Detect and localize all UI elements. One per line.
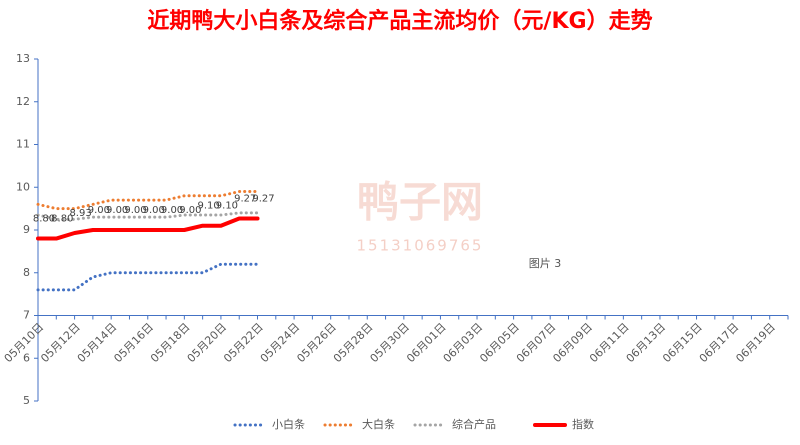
picture-label: 图片 3 xyxy=(529,257,562,270)
data-label: 9.00 xyxy=(124,205,146,216)
watermark-phone: 15131069765 xyxy=(357,237,484,255)
data-label: 9.00 xyxy=(143,205,165,216)
y-tick-label: 13 xyxy=(16,52,30,65)
data-label: 9.27 xyxy=(252,193,274,204)
data-label: 8.80 xyxy=(33,214,55,225)
y-tick-label: 11 xyxy=(16,138,30,151)
data-label: 8.93 xyxy=(69,208,91,219)
legend-label: 指数 xyxy=(572,417,594,431)
y-tick-label: 6 xyxy=(23,351,30,364)
y-tick-label: 5 xyxy=(23,394,30,407)
data-label: 9.00 xyxy=(106,205,128,216)
y-tick-label: 8 xyxy=(23,266,30,279)
data-label: 9.10 xyxy=(198,201,220,212)
y-tick-label: 10 xyxy=(16,180,30,193)
legend-label: 小白条 xyxy=(272,417,305,431)
series-line xyxy=(36,190,260,211)
data-label: 9.00 xyxy=(161,205,183,216)
series-line xyxy=(36,211,260,221)
legend-label: 大白条 xyxy=(362,417,395,431)
y-tick-label: 7 xyxy=(23,309,30,322)
data-label: 9.00 xyxy=(88,205,110,216)
series-line xyxy=(36,262,260,292)
x-tick-label: 06月19日 xyxy=(733,321,778,366)
chart-title: 近期鸭大小白条及综合产品主流均价（元/KG）走势 xyxy=(147,8,652,34)
y-tick-label: 12 xyxy=(16,95,30,108)
series-line xyxy=(36,216,260,241)
data-label: 9.10 xyxy=(216,201,238,212)
data-label: 9.27 xyxy=(234,193,256,204)
legend-label: 综合产品 xyxy=(452,417,496,431)
y-tick-label: 9 xyxy=(23,223,30,236)
data-label: 9.00 xyxy=(179,205,201,216)
watermark: 鸭子网 xyxy=(357,178,483,227)
data-label: 8.80 xyxy=(51,214,73,225)
